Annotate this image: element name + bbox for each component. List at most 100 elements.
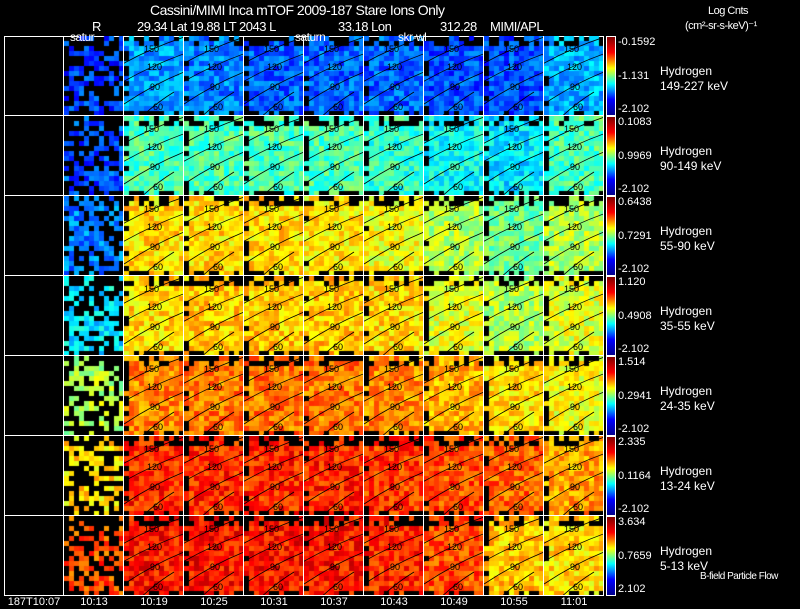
contour-overlay: 150 120 90 60	[184, 437, 243, 515]
contour-label: 90	[510, 242, 520, 252]
contour-label: 60	[273, 182, 283, 192]
heatmap-panel: 150 120 90 60	[184, 516, 244, 596]
contour-label: 60	[513, 102, 523, 112]
contour-line	[364, 471, 423, 505]
contour-line	[142, 571, 175, 595]
heatmap-panel: 150 120 90 60	[184, 196, 244, 276]
contour-line	[502, 91, 535, 115]
contour-overlay: 150 120 90 60	[304, 197, 363, 275]
contour-line	[442, 491, 475, 515]
contour-line	[544, 391, 603, 425]
contour-line	[184, 517, 243, 544]
contour-label: 120	[207, 222, 222, 232]
heatmap-panel: 150 120 90 60	[484, 36, 544, 116]
contour-line	[244, 471, 303, 505]
contour-label: 90	[270, 242, 280, 252]
contour-line	[484, 151, 543, 185]
contour-label: 90	[330, 242, 340, 252]
contour-label: 90	[510, 402, 520, 412]
contour-label: 120	[507, 222, 522, 232]
contour-label: 60	[273, 262, 283, 272]
contour-line	[424, 133, 483, 162]
contour-line	[364, 453, 423, 482]
contour-line	[442, 331, 475, 355]
heatmap-panel: 150 120 90 60	[304, 516, 364, 596]
contour-label: 120	[267, 382, 282, 392]
contour-label: 150	[144, 44, 159, 54]
contour-label: 120	[447, 62, 462, 72]
contour-line	[424, 533, 483, 562]
contour-line	[382, 411, 415, 435]
contour-line	[562, 91, 595, 115]
contour-label: 90	[570, 82, 580, 92]
contour-label: 150	[564, 444, 579, 454]
contour-line	[364, 391, 423, 425]
contour-overlay: 150 120 90 60	[484, 277, 543, 355]
contour-label: 90	[510, 162, 520, 172]
contour-line	[364, 293, 423, 322]
row-label: Hydrogen 13-24 keV	[660, 464, 715, 494]
colorbar-min: -2.102	[618, 103, 650, 115]
contour-line	[484, 231, 543, 265]
heatmap-panel: 150 120 90 60	[424, 276, 484, 356]
contour-line	[124, 197, 183, 224]
contour-line	[382, 331, 415, 355]
colorbar-mid: 0.7291	[618, 230, 652, 242]
contour-label: 90	[390, 162, 400, 172]
contour-line	[304, 133, 363, 162]
contour-line	[124, 277, 183, 304]
contour-line	[124, 311, 183, 345]
contour-label: 60	[513, 262, 523, 272]
contour-label: 150	[324, 364, 339, 374]
contour-line	[322, 491, 355, 515]
contour-line	[304, 213, 363, 242]
contour-line	[364, 517, 423, 544]
contour-label: 150	[504, 124, 519, 134]
species-label: Hydrogen	[660, 224, 713, 238]
contour-line	[304, 231, 363, 265]
colorbar-max: 0.1083	[618, 116, 652, 128]
contour-line	[304, 517, 363, 544]
contour-line	[304, 71, 363, 105]
contour-label: 150	[564, 284, 579, 294]
row-label: Hydrogen 149-227 keV	[660, 64, 728, 94]
heatmap-panel	[64, 196, 124, 276]
contour-line	[304, 277, 363, 304]
contour-label: 60	[153, 422, 163, 432]
contour-label: 90	[330, 322, 340, 332]
contour-label: 150	[504, 204, 519, 214]
contour-line	[484, 391, 543, 425]
contour-line	[544, 117, 603, 144]
contour-line	[424, 373, 483, 402]
contour-line	[304, 37, 363, 64]
contour-overlay: 150 120 90 60	[484, 197, 543, 275]
contour-line	[244, 37, 303, 64]
contour-overlay: 150 120 90 60	[364, 357, 423, 435]
contour-label: 120	[267, 462, 282, 472]
contour-line	[484, 277, 543, 304]
contour-line	[502, 491, 535, 515]
contour-overlay: 150 120 90 60	[364, 37, 423, 115]
contour-line	[304, 437, 363, 464]
energy-label: 149-227 keV	[660, 79, 729, 93]
contour-label: 150	[504, 524, 519, 534]
heatmap-panel: 150 120 90 60	[424, 116, 484, 196]
contour-line	[424, 213, 483, 242]
contour-overlay: 150 120 90 60	[184, 197, 243, 275]
contour-label: 90	[270, 162, 280, 172]
contour-line	[364, 277, 423, 304]
contour-label: 150	[444, 364, 459, 374]
contour-label: 60	[453, 422, 463, 432]
contour-label: 90	[390, 82, 400, 92]
contour-line	[424, 311, 483, 345]
contour-label: 60	[333, 262, 343, 272]
colorbar-max: 3.634	[618, 516, 646, 528]
contour-label: 150	[444, 524, 459, 534]
contour-line	[382, 571, 415, 595]
contour-line	[424, 117, 483, 144]
contour-label: 60	[153, 342, 163, 352]
heatmap-panel: 150 120 90 60	[184, 436, 244, 516]
contour-line	[244, 551, 303, 585]
contour-line	[544, 471, 603, 505]
energy-label: 90-149 keV	[660, 159, 722, 173]
